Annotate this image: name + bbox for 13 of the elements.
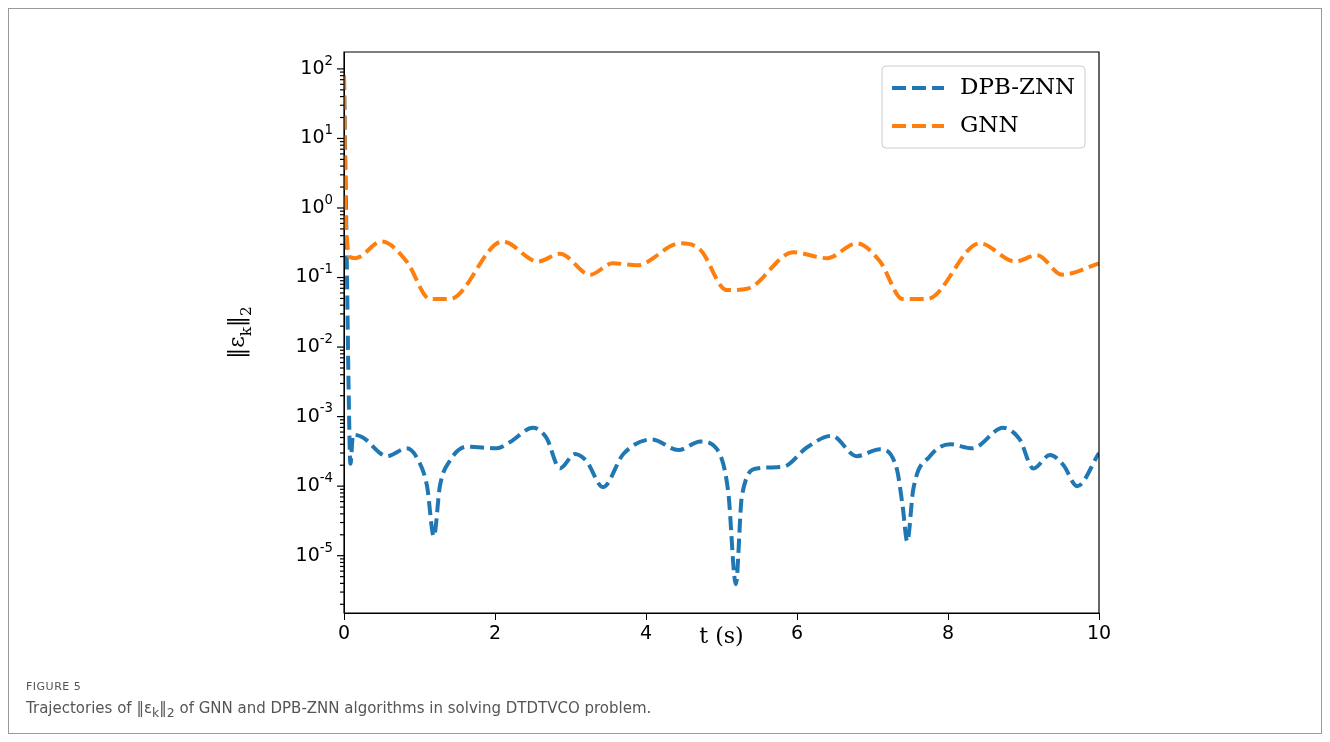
legend-label: GNN	[960, 110, 1019, 137]
y-axis-title: ‖εk‖2	[223, 306, 255, 359]
text: Trajectories of ‖ε$_{k}$‖$_{2}$ of GNN and DPB-ZNN algorithms in solving DTDTVCO problem.	[26, 699, 652, 720]
x-tick-label: 4	[639, 620, 653, 643]
x-tick-label: 10	[1086, 620, 1112, 643]
x-tick-label: 2	[488, 620, 502, 643]
x-tick-label: 8	[941, 620, 955, 643]
line-series	[344, 73, 1099, 302]
x-tick-label: 0	[337, 620, 351, 643]
caption: FIGURE 5	[26, 680, 83, 693]
x-tick-label: 6	[790, 620, 804, 643]
legend-label: DPB-ZNN	[960, 72, 1076, 99]
x-axis-title: t (s)	[699, 622, 744, 648]
